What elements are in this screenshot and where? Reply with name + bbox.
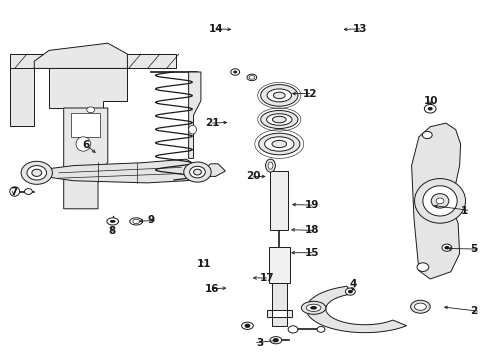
Polygon shape bbox=[49, 68, 127, 108]
Ellipse shape bbox=[411, 300, 430, 313]
Bar bbox=[269, 247, 290, 283]
Text: 1: 1 bbox=[461, 206, 468, 216]
Ellipse shape bbox=[24, 189, 32, 194]
Ellipse shape bbox=[348, 290, 353, 293]
Ellipse shape bbox=[301, 301, 326, 314]
Text: 20: 20 bbox=[246, 171, 261, 181]
Ellipse shape bbox=[110, 220, 116, 223]
Bar bbox=[270, 171, 288, 230]
Ellipse shape bbox=[130, 218, 143, 225]
Ellipse shape bbox=[87, 107, 95, 113]
Ellipse shape bbox=[267, 89, 292, 102]
Text: 8: 8 bbox=[108, 226, 115, 236]
Ellipse shape bbox=[190, 166, 205, 178]
Text: 21: 21 bbox=[205, 118, 220, 128]
Polygon shape bbox=[10, 54, 176, 68]
Ellipse shape bbox=[245, 324, 250, 328]
Text: 18: 18 bbox=[305, 225, 319, 235]
Ellipse shape bbox=[436, 198, 444, 204]
Ellipse shape bbox=[107, 218, 119, 225]
Ellipse shape bbox=[288, 326, 298, 333]
Bar bbox=[272, 283, 287, 310]
Ellipse shape bbox=[233, 71, 237, 73]
Text: 11: 11 bbox=[197, 258, 212, 269]
Text: 2: 2 bbox=[470, 306, 478, 316]
Polygon shape bbox=[10, 68, 34, 126]
Polygon shape bbox=[189, 72, 201, 158]
Polygon shape bbox=[34, 43, 127, 68]
Text: 4: 4 bbox=[349, 279, 357, 289]
Text: 12: 12 bbox=[303, 89, 318, 99]
Ellipse shape bbox=[317, 327, 325, 332]
Polygon shape bbox=[64, 108, 108, 209]
Ellipse shape bbox=[267, 114, 292, 125]
Ellipse shape bbox=[249, 76, 255, 79]
Text: 10: 10 bbox=[424, 96, 439, 106]
Ellipse shape bbox=[247, 74, 257, 81]
Ellipse shape bbox=[76, 137, 91, 151]
Ellipse shape bbox=[184, 162, 211, 182]
Ellipse shape bbox=[21, 161, 52, 184]
Text: 3: 3 bbox=[256, 338, 264, 348]
Text: 5: 5 bbox=[470, 244, 478, 254]
Ellipse shape bbox=[431, 194, 449, 208]
Polygon shape bbox=[306, 286, 407, 333]
Ellipse shape bbox=[259, 133, 300, 155]
Ellipse shape bbox=[423, 186, 457, 216]
Ellipse shape bbox=[424, 104, 436, 113]
Text: 15: 15 bbox=[305, 248, 319, 258]
Ellipse shape bbox=[272, 140, 287, 148]
Text: 14: 14 bbox=[208, 24, 223, 34]
Ellipse shape bbox=[268, 162, 273, 169]
Text: 16: 16 bbox=[205, 284, 220, 294]
Polygon shape bbox=[412, 123, 461, 279]
Ellipse shape bbox=[231, 69, 240, 75]
Ellipse shape bbox=[261, 111, 298, 129]
Ellipse shape bbox=[422, 131, 432, 139]
Ellipse shape bbox=[265, 137, 294, 151]
Ellipse shape bbox=[194, 169, 201, 175]
Ellipse shape bbox=[133, 219, 140, 224]
Ellipse shape bbox=[442, 244, 452, 251]
Ellipse shape bbox=[417, 263, 429, 271]
Ellipse shape bbox=[270, 337, 282, 344]
Ellipse shape bbox=[273, 338, 279, 342]
Ellipse shape bbox=[10, 187, 20, 196]
Ellipse shape bbox=[415, 179, 465, 223]
Ellipse shape bbox=[189, 125, 196, 134]
Text: 17: 17 bbox=[260, 273, 274, 283]
Ellipse shape bbox=[415, 303, 426, 310]
Polygon shape bbox=[203, 164, 225, 176]
Ellipse shape bbox=[27, 166, 47, 180]
Text: 13: 13 bbox=[353, 24, 368, 34]
Text: 9: 9 bbox=[147, 215, 154, 225]
Text: 6: 6 bbox=[82, 140, 89, 150]
Polygon shape bbox=[30, 159, 203, 183]
Ellipse shape bbox=[272, 116, 286, 123]
Ellipse shape bbox=[306, 304, 321, 311]
Polygon shape bbox=[71, 113, 100, 137]
Ellipse shape bbox=[77, 168, 89, 178]
Ellipse shape bbox=[444, 246, 449, 249]
Text: 19: 19 bbox=[305, 200, 319, 210]
Ellipse shape bbox=[266, 159, 275, 172]
Ellipse shape bbox=[32, 169, 42, 176]
Ellipse shape bbox=[261, 85, 298, 106]
Ellipse shape bbox=[242, 322, 253, 329]
Ellipse shape bbox=[428, 107, 433, 111]
Ellipse shape bbox=[345, 288, 355, 295]
Text: 7: 7 bbox=[10, 186, 18, 197]
Polygon shape bbox=[267, 310, 292, 326]
Ellipse shape bbox=[273, 92, 285, 99]
Ellipse shape bbox=[310, 306, 317, 310]
